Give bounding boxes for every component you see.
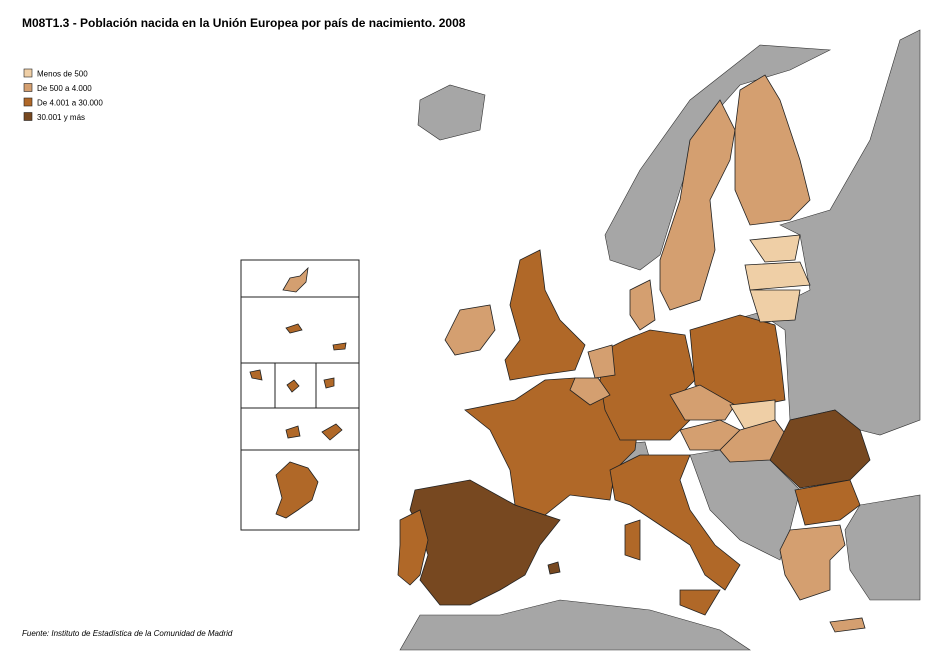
legend-swatch — [23, 112, 33, 121]
region — [679, 589, 721, 616]
region — [769, 409, 871, 489]
legend-label: De 500 a 4.000 — [37, 84, 92, 93]
region — [794, 479, 861, 526]
region — [323, 377, 335, 389]
region — [285, 323, 303, 334]
region — [779, 524, 846, 601]
region — [744, 261, 811, 291]
region — [669, 384, 736, 421]
legend-label: 30.001 y más — [37, 113, 85, 122]
legend: Menos de 500 De 500 a 4.000 De 4.001 a 30.… — [23, 68, 103, 122]
region — [444, 304, 496, 356]
region — [624, 519, 641, 561]
region — [332, 342, 347, 351]
map — [240, 29, 921, 651]
legend-swatch — [23, 97, 33, 107]
land — [604, 44, 832, 271]
land — [417, 84, 486, 141]
region — [249, 369, 263, 381]
inset-frame — [240, 259, 360, 531]
legend-label: Menos de 500 — [37, 70, 88, 79]
region — [587, 344, 616, 379]
legend-label: De 4.001 a 30.000 — [37, 99, 103, 108]
region — [749, 234, 801, 263]
region — [629, 279, 656, 331]
region — [275, 461, 319, 519]
region — [397, 509, 429, 586]
region — [734, 74, 811, 226]
region — [282, 266, 309, 293]
region — [659, 99, 736, 311]
region — [829, 617, 866, 633]
region — [547, 561, 561, 575]
land — [769, 29, 921, 436]
region — [749, 289, 801, 323]
region — [286, 379, 300, 393]
region — [569, 377, 611, 406]
legend-swatch — [23, 83, 33, 92]
region — [285, 425, 301, 439]
source: Fuente: Instituto de Estadística de la C… — [22, 629, 233, 638]
region — [504, 249, 586, 381]
region — [599, 329, 696, 441]
legend-swatch — [23, 68, 33, 78]
land — [844, 494, 921, 601]
land — [399, 599, 751, 651]
title: M08T1.3 - Población nacida en la Unión E… — [22, 16, 466, 30]
region — [609, 454, 741, 591]
region — [321, 423, 343, 441]
